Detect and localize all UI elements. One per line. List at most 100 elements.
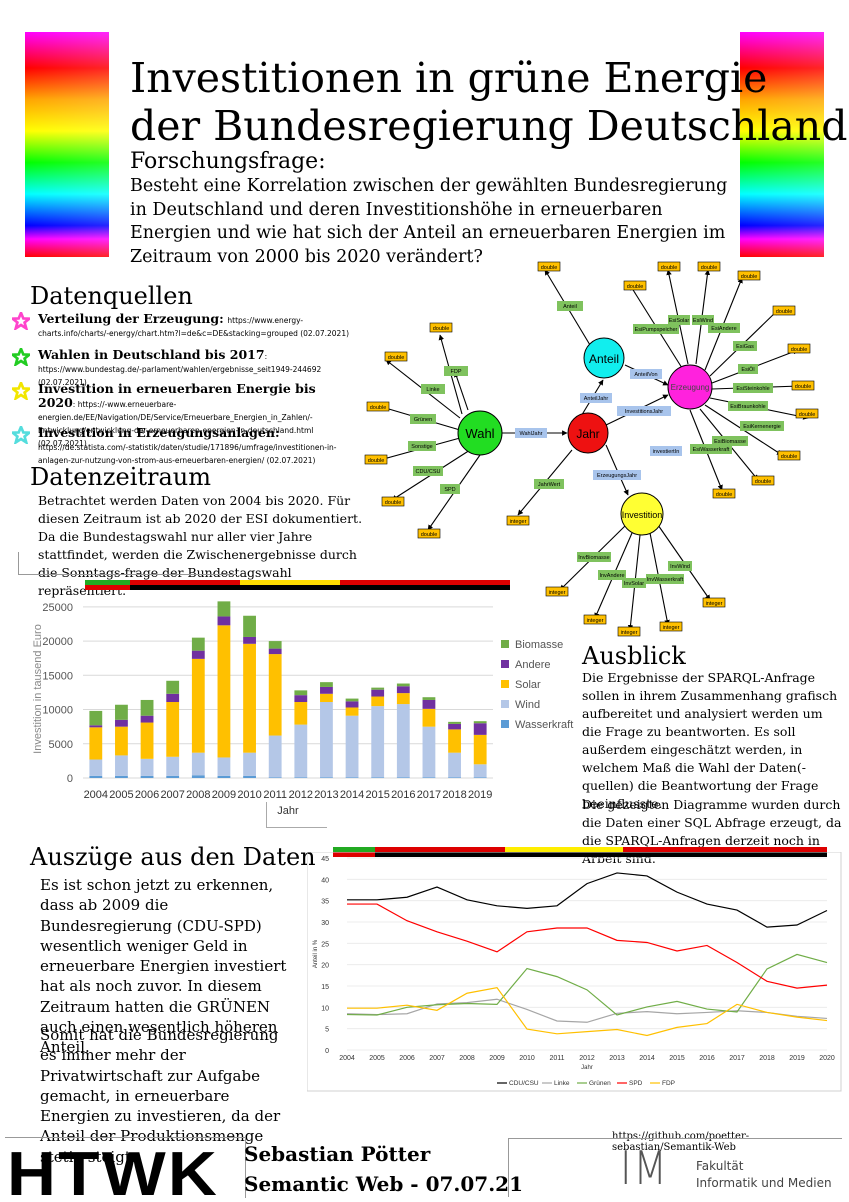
bar-segment	[268, 641, 282, 649]
bar-segment	[422, 708, 436, 727]
bar-segment	[345, 715, 359, 778]
poster-title-line1: Investitionen in grüne Energie	[130, 54, 768, 102]
bar-segment	[140, 699, 154, 716]
source-label: Verteilung der Erzeugung:	[38, 311, 224, 326]
bar-segment	[320, 682, 333, 687]
literal-integer: integer	[621, 630, 638, 636]
y-tick-label: 25	[321, 941, 329, 948]
x-tick-label: 2004	[339, 1055, 355, 1062]
poster-title-line2: der Bundesregierung Deutschland	[130, 102, 848, 150]
node-wahl: Wahl	[465, 426, 494, 441]
x-tick-label: 2005	[109, 789, 133, 801]
period-heading: Datenzeitraum	[30, 463, 212, 491]
prop-anteil: Anteil	[563, 304, 577, 310]
source-url[interactable]: : https://-www.erneuerbare-energien.de/E…	[38, 400, 314, 448]
bar-segment	[473, 734, 487, 765]
x-tick-label: 2007	[160, 789, 184, 801]
x-tick-label: 2014	[340, 789, 364, 801]
bar-segment	[320, 777, 333, 778]
literal-double: double	[368, 458, 385, 464]
x-tick-label: 2013	[314, 789, 338, 801]
bar-segment	[345, 701, 359, 708]
bar-segment	[320, 693, 333, 703]
bar-segment	[320, 702, 333, 778]
prop-esibraunkohle: EsiBraunkohle	[730, 404, 765, 410]
bar-segment	[473, 723, 487, 735]
bar-segment	[243, 615, 256, 637]
bar-segment	[140, 715, 154, 723]
party-share-line-chart: 0 5 10 15 20 25 30 35 40 45 2004 2005 2006 2007 2008 20…	[307, 852, 842, 1092]
excerpts-heading: Auszüge aus den Daten	[30, 843, 316, 871]
x-tick-label: 2011	[549, 1055, 564, 1062]
ontology-graph: Wahl Jahr Anteil Erzeugung Investition W…	[364, 261, 819, 637]
x-tick-label: 2020	[819, 1055, 835, 1062]
prop-esipumpspeicher: EsiPumpspeicher	[635, 327, 678, 333]
literal-double: double	[741, 274, 758, 280]
legend-label: Andere	[515, 659, 550, 671]
bar-segment	[243, 775, 256, 778]
github-link[interactable]: https://github.com/poetter-sebastian/Sem…	[612, 1131, 750, 1153]
bar-segment	[140, 775, 154, 778]
bar-segment	[89, 710, 103, 726]
rainbow-right-decoration	[740, 32, 824, 257]
y-tick-label: 20	[321, 963, 329, 970]
bar-segment	[115, 704, 128, 720]
legend-label: Grünen	[589, 1080, 611, 1087]
bar-segment	[473, 721, 487, 724]
legend-label: FDP	[662, 1080, 675, 1087]
prop-esikernenergie: EsiKernenergie	[743, 424, 781, 430]
y-tick-label: 10	[321, 1005, 329, 1012]
edge-anteiljahr: AnteilJahr	[584, 396, 609, 402]
series-line	[346, 953, 828, 1016]
y-tick-label: 20000	[42, 636, 73, 648]
x-tick-label: 2015	[365, 789, 389, 801]
literal-double: double	[385, 500, 402, 506]
x-tick-label: 2015	[669, 1055, 685, 1062]
bar-segment	[191, 658, 205, 753]
bar-segment	[191, 775, 205, 778]
bar-segment	[166, 775, 180, 778]
bar-segment	[448, 752, 461, 778]
bar-segment	[191, 650, 205, 659]
bar-segment	[320, 686, 333, 694]
node-erzeugung: Erzeugung	[671, 383, 710, 392]
source-url[interactable]: https://www.energy-charts.info/charts/-e…	[38, 316, 350, 338]
bar-segment	[422, 777, 436, 778]
author-name: Sebastian Pötter	[244, 1142, 431, 1166]
bar-segment	[396, 693, 410, 705]
prop-spd: SPD	[444, 487, 455, 493]
bar-segment	[89, 725, 103, 728]
x-tick-label: 2010	[519, 1055, 535, 1062]
x-tick-label: 2008	[186, 789, 210, 801]
literal-double: double	[433, 326, 450, 332]
literal-double: double	[755, 479, 772, 485]
star-icon	[12, 348, 30, 366]
source-url[interactable]: https://de.statista.com/-statistik/daten…	[38, 443, 337, 465]
source-item: Investition in Erzeugungsanlagen: https:…	[12, 426, 357, 466]
bar-segment	[166, 680, 180, 694]
bar-segment	[115, 719, 128, 727]
legend-label: SPD	[629, 1080, 643, 1087]
prop-invwasserkraft: InvWasserkraft	[647, 577, 684, 583]
literal-double: double	[799, 412, 816, 418]
source-label: Investition in erneuerbaren Energie bis …	[38, 381, 316, 410]
bar-segment	[371, 689, 385, 697]
prop-esioel: EsiÖl	[741, 366, 754, 373]
source-url[interactable]: : https://www.bundestag.de/-parlament/wa…	[38, 352, 322, 387]
government-flag-bar-top	[85, 580, 510, 591]
bar-segment	[345, 698, 359, 702]
y-tick-label: 15000	[42, 670, 73, 682]
prop-sonstige: Sonstige	[411, 444, 432, 450]
x-tick-label: 2006	[399, 1055, 415, 1062]
prop-esiwasserkraft: EsiWasserkraft	[693, 447, 730, 453]
bar-segment	[422, 699, 436, 709]
research-question-heading: Forschungsfrage:	[130, 149, 326, 174]
edge-erzeugungsjahr: ErzeugungsJahr	[597, 473, 637, 479]
series-line	[347, 903, 828, 989]
series-line	[346, 998, 828, 1023]
prop-esisolar: EsiSolar	[669, 318, 690, 324]
x-tick-label: 2012	[289, 789, 313, 801]
literal-integer: integer	[510, 519, 527, 525]
bar-segment	[268, 654, 282, 736]
